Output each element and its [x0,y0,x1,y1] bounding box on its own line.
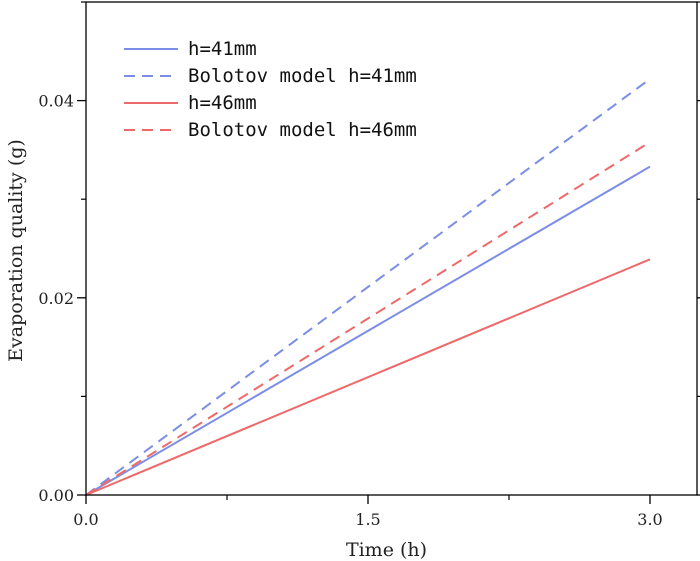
legend: h=41mm Bolotov model h=41mm h=46mm Bolotov … [124,38,417,141]
y-tick-label: 0.02 [38,289,74,308]
y-tick-label: 0.00 [38,486,74,505]
legend-entry: Bolotov model h=46mm [124,119,417,141]
legend-entry: h=46mm [124,92,257,114]
x-tick-label: 3.0 [637,510,662,529]
series-layer [85,78,651,496]
legend-label: h=41mm [188,38,257,60]
x-tick-label: 1.5 [355,510,380,529]
x-tick-label: 0.0 [73,510,98,529]
ticks-layer: 0.0 1.5 3.0 0.00 0.02 0.04 [38,1,700,529]
series-line-4 [85,141,651,496]
legend-label: Bolotov model h=41mm [188,65,417,87]
plot-area: 0.0 1.5 3.0 0.00 0.02 0.04 [38,1,700,529]
x-axis-label: Time (h) [346,539,427,561]
y-axis-label: Evaporation quality (g) [5,139,27,362]
y-tick-label: 0.04 [38,92,74,111]
legend-entry: Bolotov model h=41mm [124,65,417,87]
axes-frame [85,1,698,496]
legend-label: Bolotov model h=46mm [188,119,417,141]
legend-entry: h=41mm [124,38,257,60]
series-line-1 [85,165,651,496]
legend-label: h=46mm [188,92,257,114]
series-line-3 [85,258,651,496]
series-line-2 [85,78,651,496]
